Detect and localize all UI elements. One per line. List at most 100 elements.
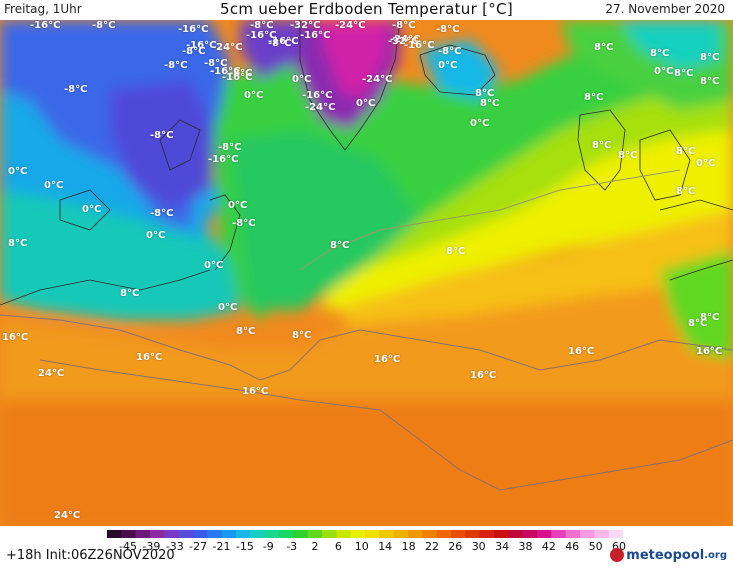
temperature-label: 16°C — [2, 332, 29, 343]
temperature-label: -24°C — [305, 102, 336, 113]
temperature-label: 8°C — [674, 68, 694, 79]
legend-tick-label: -27 — [189, 540, 208, 553]
temperature-label: 0°C — [218, 302, 238, 313]
legend-tick-label: -45 — [119, 540, 137, 553]
temperature-label: 0°C — [44, 180, 64, 191]
temperature-label: -16°C — [30, 20, 61, 31]
legend-swatch — [465, 530, 481, 538]
isotherm-16 — [0, 314, 733, 381]
temperature-label: -24°C — [335, 20, 366, 31]
temperature-label: 16°C — [696, 346, 723, 357]
legend-swatch — [236, 530, 251, 538]
meteopool-logo[interactable]: meteopool .org — [610, 546, 727, 564]
init-time-label: +18h Init:06Z26NOV2020 — [6, 548, 175, 563]
valid-time-label: Freitag, 1Uhr — [4, 2, 82, 16]
temperature-label: -8°C — [232, 218, 256, 229]
temperature-label: -16°C — [186, 40, 217, 51]
legend-swatch — [293, 530, 309, 538]
valid-date-label: 27. November 2020 — [605, 2, 725, 16]
temperature-label: 0°C — [696, 158, 716, 169]
legend-swatch — [494, 530, 509, 538]
temperature-label: 0°C — [470, 118, 490, 129]
legend-swatch — [178, 530, 194, 538]
legend-swatch — [322, 530, 337, 538]
legend-swatch — [608, 530, 623, 538]
legend-tick-label: 10 — [354, 540, 369, 553]
legend-swatch — [264, 530, 280, 538]
legend-swatch — [107, 530, 122, 538]
temperature-label: -8°C — [436, 24, 460, 35]
temperature-label: 0°C — [228, 200, 248, 211]
temperature-label: -16°C — [268, 36, 299, 47]
temperature-label: -8°C — [204, 58, 228, 69]
legend-swatch — [336, 530, 352, 538]
temperature-label: 16°C — [374, 354, 401, 365]
temperature-label: 24°C — [38, 368, 65, 379]
temperature-label: 8°C — [330, 240, 350, 251]
temperature-label: -16°C — [404, 40, 435, 51]
temperature-label: 8°C — [292, 330, 312, 341]
legend-swatch — [207, 530, 223, 538]
legend-tick-label: 46 — [565, 540, 580, 553]
temperature-label: 8°C — [236, 326, 256, 337]
temperature-label: -32°C — [388, 36, 419, 47]
legend-swatch — [135, 530, 151, 538]
temperature-label: 8°C — [120, 288, 140, 299]
temperature-label: -8°C — [268, 38, 292, 49]
legend-tick-label: -15 — [235, 540, 254, 553]
legend-tick-label: 38 — [518, 540, 533, 553]
legend-tick-label: 18 — [401, 540, 416, 553]
temperature-label: 0°C — [438, 60, 458, 71]
legend-swatch — [594, 530, 610, 538]
legend-swatch — [350, 530, 366, 538]
legend-tick-label: 2 — [311, 540, 319, 553]
color-scale-legend — [107, 530, 623, 538]
legend-swatch — [164, 530, 180, 538]
temperature-label: -16°C — [222, 72, 253, 83]
temperature-label: -8°C — [392, 20, 416, 31]
temperature-label: 0°C — [292, 74, 312, 85]
legend-tick-label: -21 — [212, 540, 231, 553]
coastlines — [0, 19, 733, 306]
legend-swatch — [393, 530, 409, 538]
temperature-label: -16°C — [246, 30, 277, 41]
temperature-label: 16°C — [242, 386, 269, 397]
map-footer: -45 -39 -33 -27 -21 -15 -9 -3 2 6 10 14 18 22 26 30 34 38… — [0, 526, 733, 566]
legend-swatch — [522, 530, 538, 538]
map-header: Freitag, 1Uhr 5cm ueber Erdboden Tempera… — [0, 0, 733, 20]
temperature-label: 8°C — [688, 318, 708, 329]
temperature-label: -16°C — [178, 24, 209, 35]
temperature-label: -8°C — [92, 20, 116, 31]
legend-swatch — [436, 530, 452, 538]
logo-tld: .org — [704, 549, 727, 561]
temperature-label: 24°C — [54, 510, 81, 521]
legend-tick-label: 34 — [495, 540, 510, 553]
temperature-label: 0°C — [654, 66, 674, 77]
temperature-label: -8°C — [218, 142, 242, 153]
legend-swatch — [221, 530, 237, 538]
isotherm-8 — [299, 169, 681, 271]
temperature-label: 8°C — [676, 146, 696, 157]
temperature-label: 0°C — [82, 204, 102, 215]
temperature-label: -8°C — [250, 20, 274, 31]
temperature-label: -8°C — [182, 46, 206, 57]
temperature-label: 0°C — [146, 230, 166, 241]
temperature-label: -16°C — [210, 66, 241, 77]
temperature-label: 8°C — [700, 312, 720, 323]
temperature-label: -16°C — [300, 30, 331, 41]
temperature-label: 16°C — [568, 346, 595, 357]
temperature-label: 0°C — [244, 90, 264, 101]
logo-main: meteopool — [626, 547, 705, 563]
legend-tick-label: -39 — [142, 540, 161, 553]
temperature-label: -24°C — [390, 34, 421, 45]
temperature-label: 0°C — [8, 166, 28, 177]
temperature-label: 8°C — [480, 98, 500, 109]
legend-tick-label: 6 — [334, 540, 342, 553]
temperature-label: 8°C — [592, 140, 612, 151]
temperature-label: 8°C — [700, 76, 720, 87]
temperature-label: -24°C — [212, 42, 243, 53]
meteopool-logo-icon — [610, 548, 625, 562]
temperature-label: -16°C — [208, 154, 239, 165]
legend-swatch — [508, 530, 524, 538]
temperature-label: 16°C — [136, 352, 163, 363]
